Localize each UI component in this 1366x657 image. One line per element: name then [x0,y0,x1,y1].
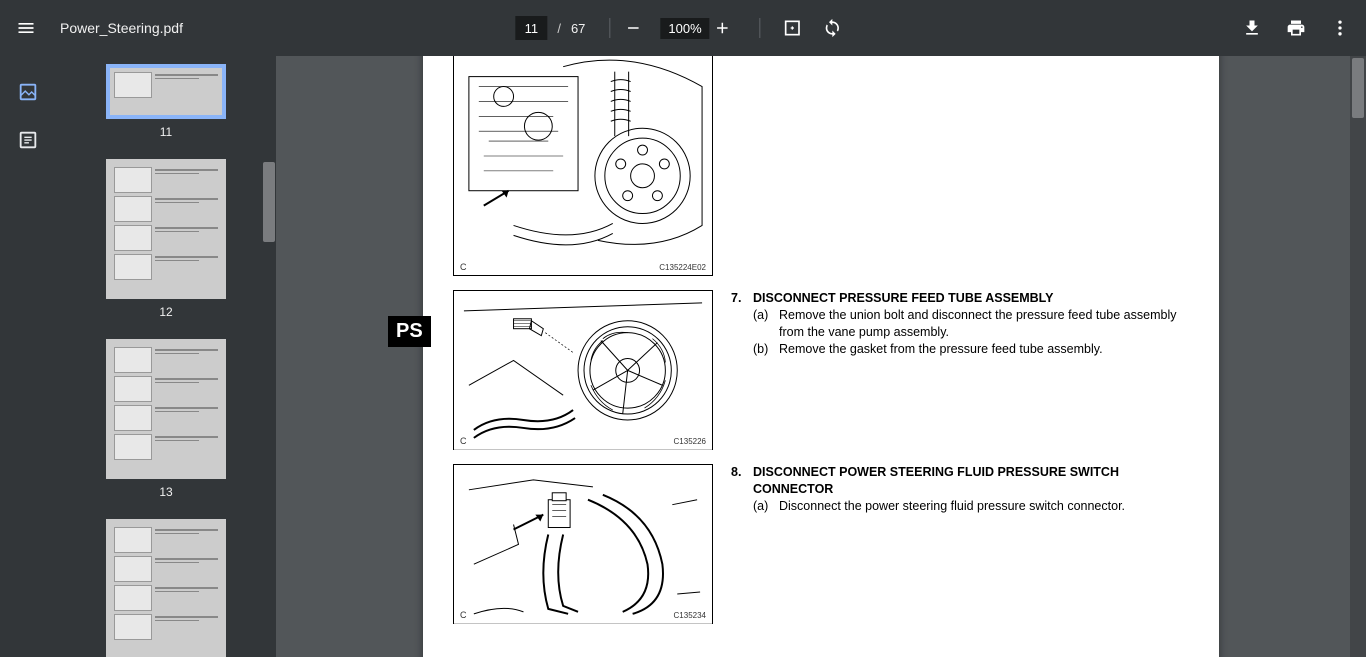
step-number: 8. [731,464,753,498]
divider [609,18,610,38]
zoom-in-button[interactable] [714,19,746,37]
step-7-text: 7. DISCONNECT PRESSURE FEED TUBE ASSEMBL… [731,290,1189,358]
thumbnail-label: 11 [72,125,260,139]
figure-c-label: C [460,436,467,446]
thumbnails-tab-icon[interactable] [8,72,48,112]
step-title: DISCONNECT POWER STEERING FLUID PRESSURE… [753,464,1189,498]
menu-icon[interactable] [8,10,44,46]
thumbnail-label: 13 [72,485,260,499]
step-title: DISCONNECT PRESSURE FEED TUBE ASSEMBLY [753,290,1189,307]
fit-page-button[interactable] [775,10,811,46]
divider [760,18,761,38]
figure-c-label: C [460,262,467,272]
substep-label: (a) [753,498,779,515]
outline-tab-icon[interactable] [8,120,48,160]
thumbnail-item[interactable]: 13 [72,339,260,499]
zoom-level: 100% [660,18,709,39]
figure-1: C C135224E02 [453,56,713,276]
thumbnail-item[interactable]: 12 [72,159,260,319]
figure-2: C C135226 [453,290,713,450]
substep-label: (a) [753,307,779,341]
page-total: 67 [571,21,585,36]
substep-text: Remove the union bolt and disconnect the… [779,307,1189,341]
substep-text: Disconnect the power steering fluid pres… [779,498,1189,515]
pdf-page: PS [423,56,1219,657]
download-button[interactable] [1234,10,1270,46]
pdf-toolbar: Power_Steering.pdf / 67 100% [0,0,1366,56]
content-scrollbar[interactable] [1350,56,1366,657]
figure-c-label: C [460,610,467,620]
substep-text: Remove the gasket from the pressure feed… [779,341,1189,358]
zoom-out-button[interactable] [624,19,656,37]
document-filename: Power_Steering.pdf [60,20,183,36]
thumbnail-item[interactable] [72,519,260,657]
side-panel-tabs [0,56,56,657]
thumbnail-item[interactable]: 11 [72,64,260,139]
figure-code: C135224E02 [659,263,706,272]
more-menu-button[interactable] [1322,10,1358,46]
section-tab: PS [388,316,431,347]
diagram-connector [454,465,712,624]
page-number-input[interactable] [515,16,547,40]
print-button[interactable] [1278,10,1314,46]
thumbnail-panel[interactable]: 11 12 13 [56,56,276,657]
substep-label: (b) [753,341,779,358]
figure-3: C C135234 [453,464,713,624]
figure-code: C135234 [674,611,706,620]
diagram-pump-assembly [454,291,712,450]
rotate-button[interactable] [815,10,851,46]
thumbnail-label: 12 [72,305,260,319]
main-area: 11 12 13 [0,56,1366,657]
page-separator: / [557,21,561,36]
toolbar-center: / 67 100% [515,10,850,46]
step-number: 7. [731,290,753,307]
diagram-wheel-assembly [454,56,712,275]
step-8-text: 8. DISCONNECT POWER STEERING FLUID PRESS… [731,464,1189,515]
document-viewport[interactable]: PS [276,56,1366,657]
thumbnail-scrollbar[interactable] [262,56,276,657]
toolbar-right [1234,10,1358,46]
toolbar-left: Power_Steering.pdf [8,10,183,46]
figure-code: C135226 [674,437,706,446]
